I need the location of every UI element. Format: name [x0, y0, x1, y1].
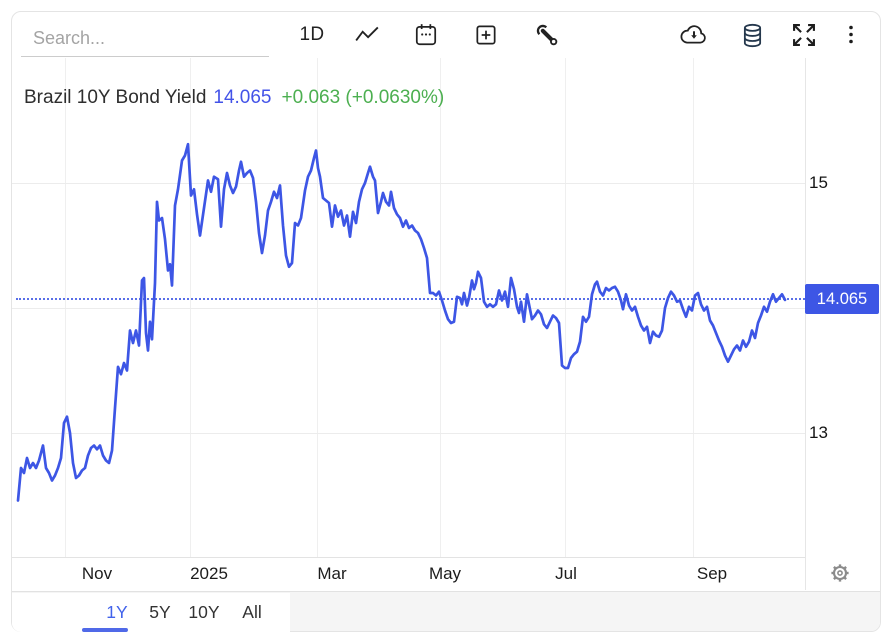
x-tick-2025: 2025 — [190, 564, 228, 583]
line-chart-icon — [354, 22, 380, 48]
expand-arrows-icon — [790, 21, 818, 49]
settings-button[interactable] — [828, 561, 852, 585]
gridline-13 — [12, 433, 805, 434]
range-all-button[interactable]: All — [242, 602, 262, 622]
gridline-vertical — [65, 58, 66, 557]
last-value: 14.065 — [213, 87, 272, 108]
range-5y-button[interactable]: 5Y — [149, 602, 171, 622]
x-tick-mar: Mar — [317, 564, 347, 583]
y-tick-15: 15 — [809, 173, 828, 192]
cloud-download-icon — [677, 21, 711, 49]
data-source-button[interactable] — [737, 20, 767, 50]
add-compare-button[interactable] — [471, 20, 501, 50]
x-axis-line — [12, 557, 805, 558]
gridline-vertical — [190, 58, 191, 557]
tools-button[interactable] — [532, 20, 562, 50]
gridline-14 — [12, 308, 805, 309]
database-icon — [739, 22, 766, 49]
x-tick-may: May — [428, 564, 462, 583]
price-line-series — [16, 142, 787, 502]
search-input[interactable] — [21, 24, 269, 57]
fullscreen-button[interactable] — [788, 20, 820, 50]
wrench-icon — [535, 23, 560, 48]
plus-square-icon — [473, 22, 499, 48]
line-chart-type-button[interactable] — [352, 20, 382, 50]
x-tick-nov: Nov — [81, 564, 113, 583]
footer-bar: 1Y 5Y 10Y All — [12, 591, 880, 632]
download-button[interactable] — [676, 20, 712, 50]
change-value: +0.063 (+0.0630%) — [281, 87, 445, 108]
x-tick-sep: Sep — [696, 564, 728, 583]
chart-header: Brazil 10Y Bond Yield 14.065 +0.063 (+0.06… — [24, 87, 444, 109]
search-box — [21, 24, 269, 57]
interval-1d-button[interactable]: 1D — [299, 24, 325, 45]
gridline-vertical — [440, 58, 441, 557]
active-range-underline — [82, 628, 128, 632]
gear-icon — [828, 564, 852, 589]
calendar-icon — [413, 22, 439, 48]
x-tick-jul: Jul — [555, 564, 577, 583]
calendar-button[interactable] — [411, 20, 441, 50]
range-1y-button[interactable]: 1Y — [106, 602, 128, 622]
range-selector: 1Y 5Y 10Y All — [12, 593, 290, 632]
gridline-vertical — [317, 58, 318, 557]
gridline-15 — [12, 183, 805, 184]
kebab-menu-icon — [839, 22, 863, 48]
gridline-vertical — [565, 58, 566, 557]
last-price-badge: 14.065 — [805, 284, 879, 314]
y-tick-13: 13 — [809, 423, 828, 442]
series-title: Brazil 10Y Bond Yield — [24, 87, 207, 108]
last-price-dotted-line — [16, 298, 805, 300]
range-10y-button[interactable]: 10Y — [188, 602, 220, 622]
plot-right-border — [805, 58, 806, 590]
widget-frame — [11, 11, 881, 632]
more-options-button[interactable] — [840, 20, 862, 50]
